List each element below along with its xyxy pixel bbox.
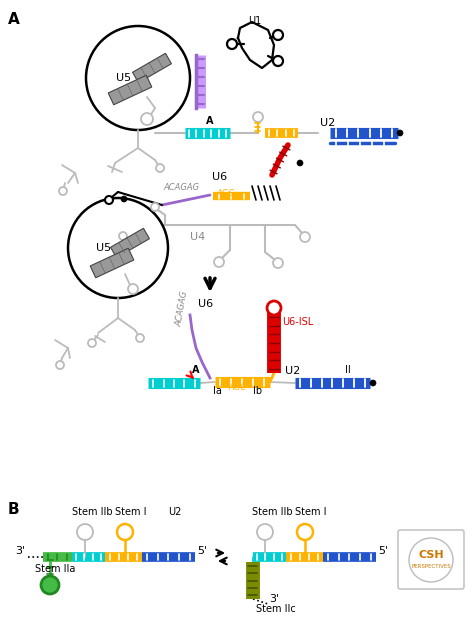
Text: Ia: Ia [213,386,222,396]
Text: ACAGAG: ACAGAG [175,290,190,327]
Text: CSH: CSH [418,550,444,560]
Circle shape [273,30,283,40]
Bar [108,75,152,105]
Text: 5': 5' [378,546,388,556]
Text: U2: U2 [168,507,182,517]
Circle shape [88,339,96,347]
Circle shape [257,524,273,540]
Text: U2: U2 [285,366,300,376]
Circle shape [86,26,190,130]
Circle shape [273,258,283,268]
Circle shape [56,361,64,369]
Text: AGC: AGC [216,189,234,198]
Circle shape [227,39,237,49]
FancyBboxPatch shape [398,530,464,589]
Text: Ib: Ib [253,386,262,396]
Circle shape [273,56,283,66]
Circle shape [267,301,281,315]
Text: U6-ISL: U6-ISL [282,317,313,327]
Text: B: B [8,502,19,517]
Circle shape [121,196,127,202]
Text: 3': 3' [15,546,25,556]
Bar [110,228,149,258]
Text: II: II [345,365,351,375]
Text: U6: U6 [212,172,227,182]
Bar [133,54,172,83]
Circle shape [409,538,453,582]
Circle shape [117,524,133,540]
Text: Stem I: Stem I [295,507,327,517]
Bar [90,248,134,278]
Text: Stem I: Stem I [115,507,146,517]
Circle shape [300,232,310,242]
Circle shape [41,576,59,594]
Circle shape [68,198,168,298]
Circle shape [297,160,303,166]
Text: AGC: AGC [228,383,246,392]
Text: A: A [8,12,20,27]
Text: U6: U6 [198,299,213,309]
Text: Stem IIa: Stem IIa [35,564,75,574]
Text: U2: U2 [320,118,335,128]
Circle shape [77,524,93,540]
Text: U1: U1 [248,16,261,26]
Circle shape [59,187,67,195]
Text: U4: U4 [190,232,205,242]
Text: U5: U5 [96,243,111,253]
Text: Stem IIb: Stem IIb [252,507,292,517]
Circle shape [119,232,127,240]
Circle shape [397,130,403,136]
Text: A: A [192,365,200,375]
Text: 3': 3' [269,594,279,604]
Circle shape [136,334,144,342]
Text: PERSPECTIVES: PERSPECTIVES [411,564,451,569]
Circle shape [370,380,376,386]
Text: A: A [206,116,213,126]
Text: U5: U5 [116,73,131,83]
Circle shape [214,257,224,267]
Circle shape [151,203,159,211]
Circle shape [105,196,113,204]
Text: Stem IIc: Stem IIc [256,604,296,614]
Text: ACAGAG: ACAGAG [163,183,199,192]
Circle shape [156,164,164,172]
Text: Stem IIb: Stem IIb [72,507,113,517]
Circle shape [253,112,263,122]
Circle shape [128,284,138,294]
Circle shape [141,113,153,125]
Circle shape [297,524,313,540]
Text: 5': 5' [197,546,207,556]
